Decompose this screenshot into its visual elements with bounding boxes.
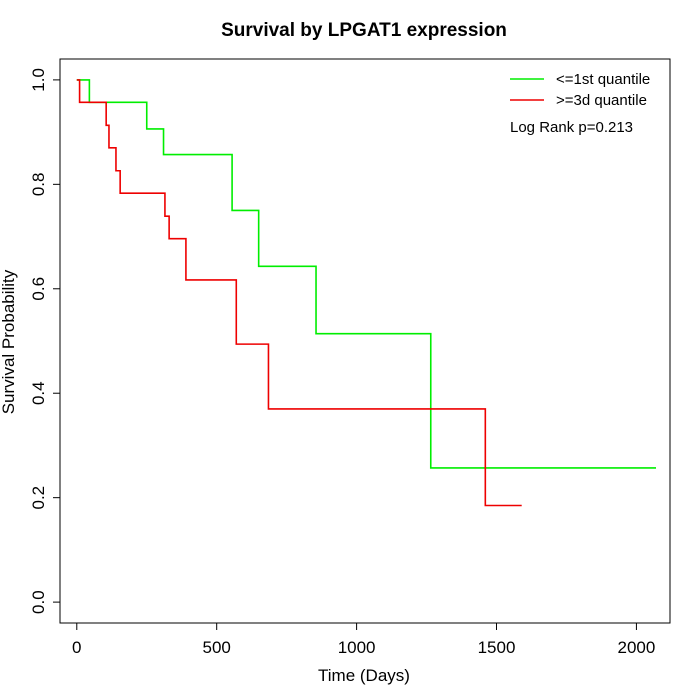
y-tick-label: 0.6 — [29, 277, 48, 301]
log-rank-annotation: Log Rank p=0.213 — [510, 119, 633, 136]
chart-title: Survival by LPGAT1 expression — [221, 20, 507, 41]
x-tick-label: 0 — [72, 638, 81, 657]
y-tick-label: 0.8 — [29, 173, 48, 197]
series-layer — [76, 79, 657, 507]
series-line-1 — [76, 79, 657, 469]
y-axis: 0.0 0.2 0.4 0.6 0.8 1.0 — [29, 68, 61, 614]
plot-frame — [59, 58, 671, 624]
y-tick-label: 0.2 — [29, 486, 48, 510]
y-tick-label: 0.0 — [29, 590, 48, 614]
legend-label-1: <=1st quantile — [556, 71, 650, 88]
x-axis: 0 500 1000 1500 2000 — [72, 622, 656, 657]
x-tick-label: 500 — [203, 638, 231, 657]
x-tick-label: 2000 — [618, 638, 656, 657]
x-tick-label: 1500 — [478, 638, 516, 657]
legend-label-2: >=3d quantile — [556, 92, 647, 109]
legend: <=1st quantile >=3d quantile — [510, 71, 650, 109]
y-tick-label: 0.4 — [29, 381, 48, 405]
x-axis-label: Time (Days) — [318, 666, 410, 685]
series-line-2 — [76, 79, 522, 507]
y-axis-label: Survival Probability — [0, 269, 18, 414]
y-tick-label: 1.0 — [29, 68, 48, 92]
x-tick-label: 1000 — [338, 638, 376, 657]
